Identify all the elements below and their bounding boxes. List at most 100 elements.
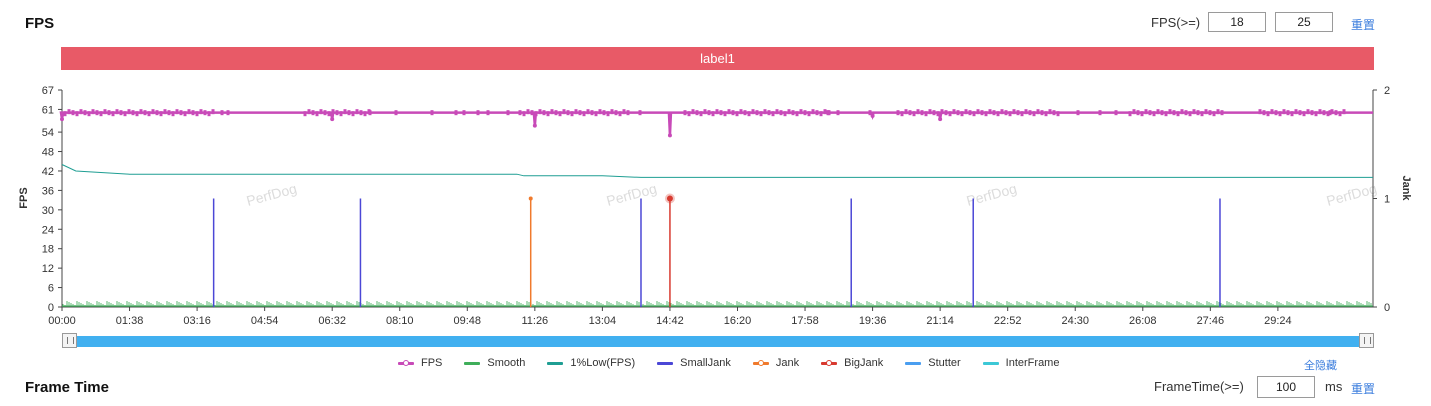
fps-threshold-high-input[interactable] [1275, 12, 1333, 32]
fps-marker [711, 111, 715, 117]
fps-marker [1168, 109, 1172, 115]
frametime-reset-link[interactable]: 重置 [1351, 382, 1376, 396]
fps-marker [586, 109, 590, 115]
fps-dip-marker[interactable] [938, 117, 943, 122]
fps-marker [347, 110, 351, 116]
fps-marker [1216, 109, 1220, 115]
jank-marker[interactable] [528, 196, 533, 201]
fps-marker [542, 110, 546, 116]
fps-marker [1334, 110, 1338, 116]
fps-marker [1192, 109, 1196, 115]
fps-dip-marker[interactable] [532, 123, 537, 128]
fps-marker [614, 110, 618, 116]
bigjank-marker[interactable] [666, 195, 673, 202]
fps-marker [143, 110, 147, 116]
legend-item-1-low-fps-[interactable]: 1%Low(FPS) [547, 355, 635, 371]
x-tick-label: 27:46 [1197, 315, 1225, 327]
fps-marker [598, 109, 602, 115]
fps-marker [311, 110, 315, 116]
legend-item-smalljank[interactable]: SmallJank [657, 355, 731, 371]
x-tick-label: 16:20 [724, 315, 752, 327]
frametime-unit: ms [1325, 379, 1343, 394]
legend-item-smooth[interactable]: Smooth [464, 355, 525, 371]
fps-dip-marker[interactable] [60, 117, 64, 122]
fps-marker [1016, 110, 1020, 116]
fps-dip-marker[interactable] [330, 117, 335, 122]
fps-marker [211, 109, 215, 115]
fps-marker [562, 109, 566, 115]
timeline-slider[interactable] [61, 333, 1375, 350]
fps-marker [1188, 111, 1192, 117]
slider-handle-left[interactable] [62, 333, 77, 348]
fps-dip-marker[interactable] [870, 113, 875, 118]
legend-item-fps[interactable]: FPS [398, 355, 442, 371]
fps-chart[interactable]: PerfDog PerfDog PerfDog PerfDog061218243036… [0, 80, 1431, 332]
fps-marker [199, 109, 203, 115]
fps-marker [980, 110, 984, 116]
fps-marker [826, 110, 830, 116]
fps-marker [87, 111, 91, 117]
fps-marker [315, 111, 319, 117]
fps-marker [1314, 111, 1318, 117]
legend-item-jank[interactable]: Jank [752, 355, 799, 371]
fps-dip-marker[interactable] [667, 133, 672, 138]
fps-section-title: FPS [25, 15, 55, 32]
fps-marker [1024, 109, 1028, 115]
y-tick-label: 24 [42, 224, 54, 236]
x-tick-label: 13:04 [589, 315, 617, 327]
fps-marker [984, 111, 988, 117]
y-tick-label: 54 [42, 127, 54, 139]
fps-marker [63, 111, 67, 117]
fps-marker [1164, 111, 1168, 117]
y-tick-label: 61 [42, 104, 54, 116]
legend-symbol [821, 357, 838, 369]
legend-item-interframe[interactable]: InterFrame [982, 355, 1059, 371]
fps-marker [1310, 110, 1314, 116]
fps-marker [940, 109, 944, 115]
fps-marker [996, 111, 1000, 117]
fps-marker [327, 111, 331, 117]
fps-marker [307, 109, 311, 115]
hide-all-link[interactable]: 全隐藏 [1304, 360, 1337, 372]
x-tick-label: 24:30 [1061, 315, 1089, 327]
fps-marker [1052, 110, 1056, 116]
fps-reset-link[interactable]: 重置 [1351, 18, 1376, 32]
fps-marker [703, 109, 707, 115]
fps-marker [582, 111, 586, 117]
fps-marker [159, 111, 163, 117]
fps-marker [695, 110, 699, 116]
fps-marker [139, 109, 143, 115]
fps-marker [723, 111, 727, 117]
fps-marker [1144, 109, 1148, 115]
watermark-text: PerfDog [1325, 180, 1379, 209]
legend-item-stutter[interactable]: Stutter [905, 355, 961, 371]
fps-marker [167, 110, 171, 116]
label-bar[interactable]: label1 [61, 47, 1374, 70]
fps-marker [323, 110, 327, 116]
fps-marker [83, 110, 87, 116]
fps-marker [534, 111, 538, 117]
fps-marker [203, 110, 207, 116]
legend-item-bigjank[interactable]: BigJank [821, 355, 883, 371]
fps-marker [343, 109, 347, 115]
frametime-threshold-input[interactable] [1257, 376, 1315, 398]
fps-marker [956, 110, 960, 116]
fps-threshold-low-input[interactable] [1208, 12, 1266, 32]
slider-track[interactable] [71, 336, 1365, 347]
fps-marker [992, 110, 996, 116]
fps-marker [791, 110, 795, 116]
fps-marker [368, 110, 372, 116]
fps-marker [904, 109, 908, 115]
fps-marker [518, 110, 522, 116]
x-tick-label: 22:52 [994, 315, 1022, 327]
fps-marker [787, 109, 791, 115]
fps-marker [948, 111, 952, 117]
y-tick-label: 18 [42, 244, 54, 256]
slider-handle-right[interactable] [1359, 333, 1374, 348]
fps-marker [1212, 111, 1216, 117]
x-tick-label: 04:54 [251, 315, 279, 327]
fps-marker [638, 110, 642, 116]
fps-marker [972, 111, 976, 117]
legend-label: 1%Low(FPS) [570, 357, 636, 369]
fps-marker [351, 111, 355, 117]
